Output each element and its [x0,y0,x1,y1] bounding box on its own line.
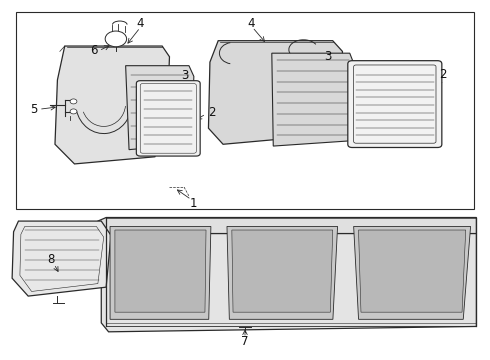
Polygon shape [55,46,170,164]
Polygon shape [359,230,466,312]
Text: 2: 2 [208,106,215,120]
Text: 2: 2 [439,68,446,81]
Text: 7: 7 [241,335,249,348]
Text: 3: 3 [181,69,188,82]
Text: 4: 4 [247,17,255,30]
Circle shape [105,31,126,47]
Text: 8: 8 [48,253,55,266]
Text: 4: 4 [137,17,144,30]
Polygon shape [354,226,470,319]
Polygon shape [272,53,355,146]
Polygon shape [110,226,211,319]
Polygon shape [227,226,338,319]
Polygon shape [12,221,111,296]
Polygon shape [232,230,333,312]
Polygon shape [97,217,476,234]
Circle shape [70,99,77,104]
Polygon shape [125,66,194,150]
Text: 1: 1 [190,197,197,210]
FancyBboxPatch shape [348,61,442,148]
FancyBboxPatch shape [136,81,200,156]
Polygon shape [101,234,476,332]
Polygon shape [115,230,206,312]
Circle shape [70,109,77,114]
Polygon shape [208,41,343,144]
Text: 5: 5 [30,103,37,116]
Text: 3: 3 [325,50,332,63]
Text: 6: 6 [90,44,98,57]
